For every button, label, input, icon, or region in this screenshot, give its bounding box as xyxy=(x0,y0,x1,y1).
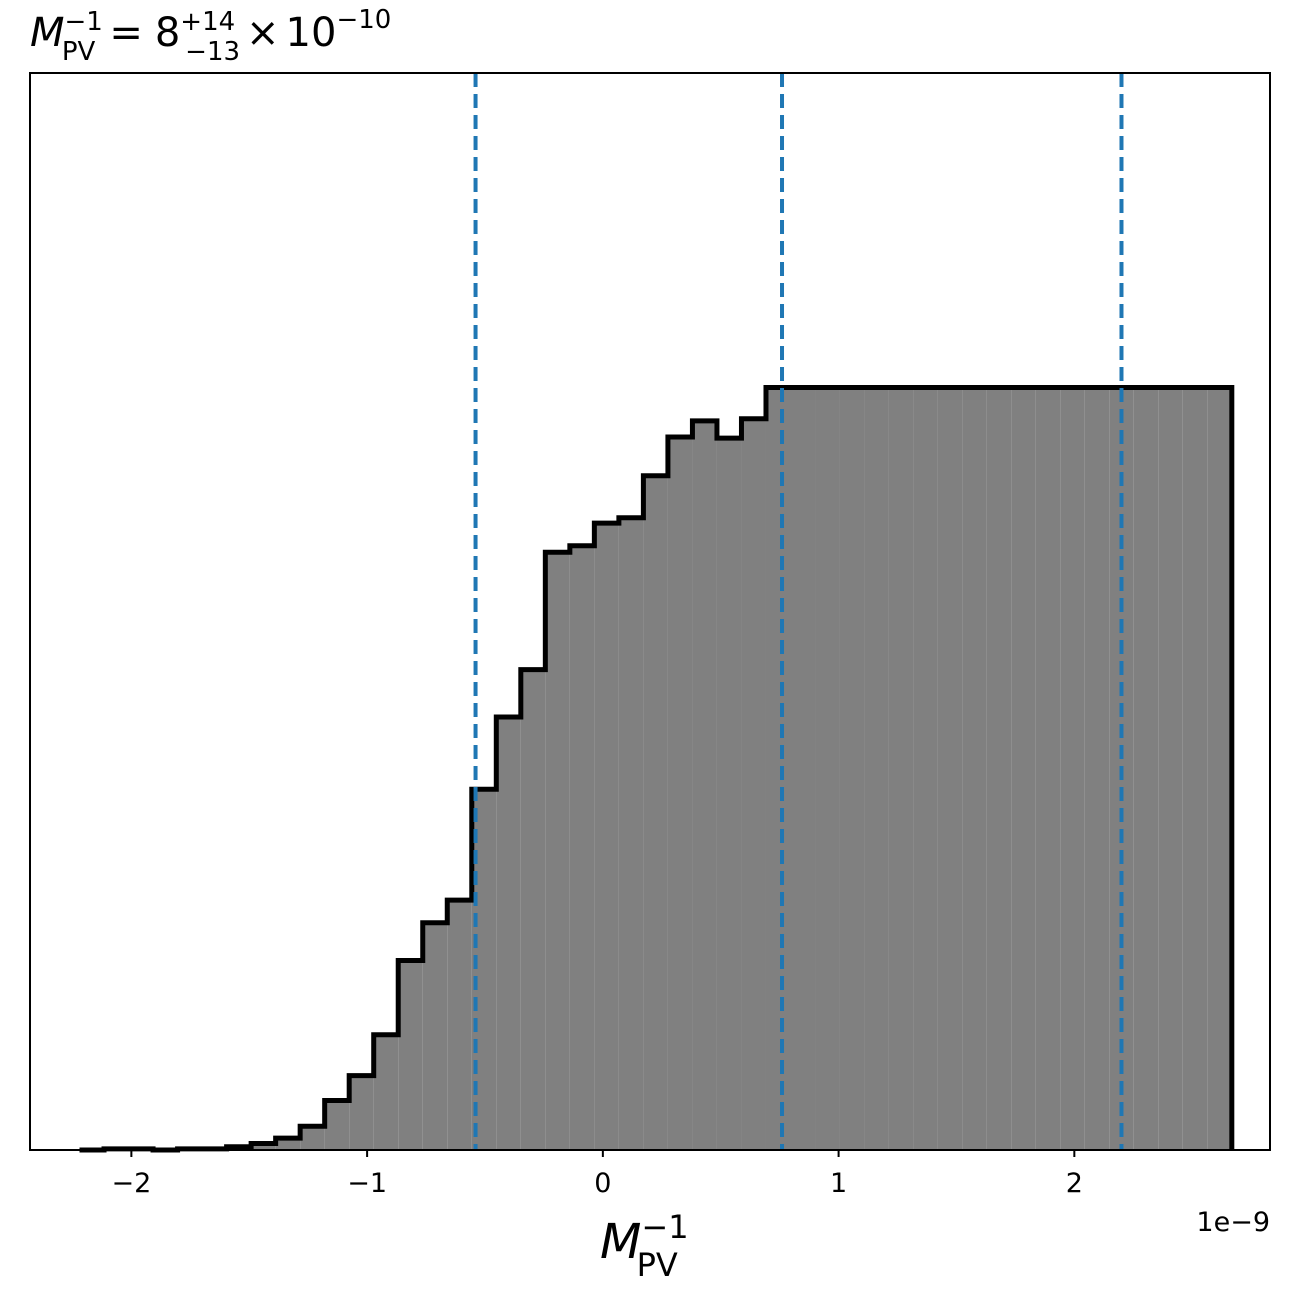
posterior-bar xyxy=(741,418,766,1150)
posterior-bar xyxy=(962,387,987,1150)
posterior-bar xyxy=(986,387,1012,1150)
x-tick-label: 0 xyxy=(594,1168,611,1199)
posterior-bar xyxy=(545,552,570,1150)
x-axis-label: M−1 PV xyxy=(600,1208,689,1284)
posterior-bar xyxy=(496,717,521,1150)
posterior-outline xyxy=(79,384,1235,1153)
posterior-bar xyxy=(1084,387,1110,1150)
posterior-bar xyxy=(251,1143,276,1150)
posterior-bar xyxy=(790,387,816,1150)
posterior-bar xyxy=(1133,387,1159,1150)
posterior-bar xyxy=(888,387,914,1150)
posterior-bar xyxy=(716,438,742,1150)
posterior-bar xyxy=(618,517,644,1150)
x-tick-label: 2 xyxy=(1066,1168,1083,1199)
posterior-bar xyxy=(643,475,668,1151)
axes-frame xyxy=(29,72,1271,1151)
posterior-bar xyxy=(667,437,693,1150)
posterior-bar xyxy=(913,387,938,1150)
posterior-bar xyxy=(1011,387,1036,1150)
posterior-bar xyxy=(471,789,497,1150)
posterior-bar xyxy=(422,922,448,1150)
posterior-bar xyxy=(569,545,595,1150)
posterior-bar xyxy=(398,960,423,1150)
x-tick-label: −2 xyxy=(111,1168,151,1199)
x-tick-label: 1 xyxy=(830,1168,847,1199)
x-tick-label: −1 xyxy=(347,1168,387,1199)
posterior-bar xyxy=(1060,387,1085,1150)
posterior-bar xyxy=(275,1138,301,1150)
posterior-bar xyxy=(447,900,472,1150)
posterior-bar xyxy=(1158,387,1183,1150)
posterior-bar xyxy=(815,387,840,1150)
x-offset-text: 1e−9 xyxy=(1196,1207,1270,1238)
plot-area xyxy=(79,73,1235,1153)
posterior-bar xyxy=(594,523,619,1150)
posterior-bar xyxy=(300,1126,325,1150)
posterior-bar xyxy=(1035,387,1061,1150)
posterior-bar xyxy=(692,420,717,1151)
posterior-bar xyxy=(839,387,865,1150)
posterior-bar xyxy=(520,669,546,1150)
posterior-bar xyxy=(937,387,963,1150)
posterior-bar xyxy=(1207,387,1232,1150)
chart-title: M−1 PV = 8+14 −13 × 10−10 xyxy=(30,5,391,67)
posterior-bar xyxy=(324,1100,350,1150)
posterior-bar xyxy=(1182,387,1208,1150)
x-ticks: −2 −1 0 1 2 xyxy=(111,1150,1083,1199)
posterior-bar xyxy=(349,1075,374,1150)
posterior-bar xyxy=(373,1034,399,1150)
posterior-bar xyxy=(864,387,889,1150)
posterior-bar xyxy=(765,387,791,1150)
